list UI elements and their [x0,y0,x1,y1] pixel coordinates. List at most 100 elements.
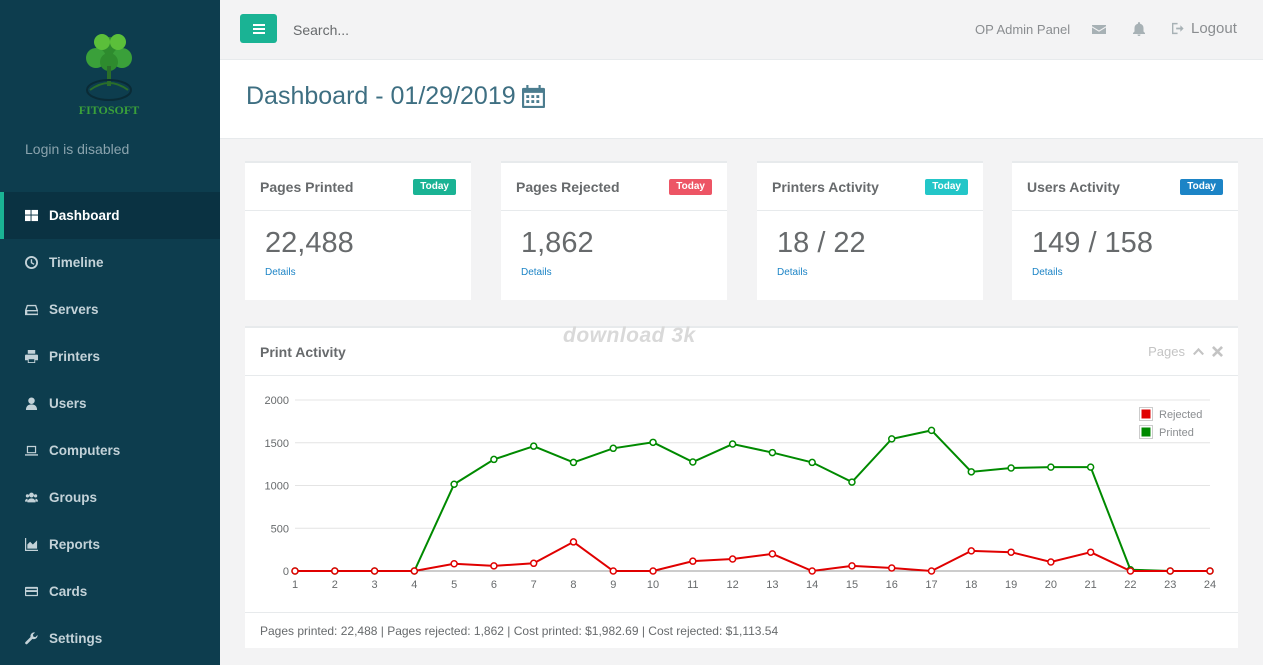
sidebar-item-settings[interactable]: Settings [0,615,220,662]
wrench-icon [25,632,45,645]
sidebar-item-timeline[interactable]: Timeline [0,239,220,286]
details-link[interactable]: Details [1032,267,1063,278]
sidebar-item-label: Servers [49,302,99,317]
panel-name: OP Admin Panel [975,22,1071,37]
stat-title: Pages Rejected [516,179,620,195]
data-point-printed [927,426,936,435]
fitosoft-logo: FITOSOFT [79,34,139,117]
x-tick-label: 24 [1204,579,1216,591]
x-tick-label: 8 [570,579,576,591]
user-icon [25,397,45,410]
dashboard-icon [25,209,45,222]
printer-icon [25,350,45,363]
data-point-rejected [490,562,498,570]
data-point-rejected [1047,558,1055,566]
sidebar-item-cards[interactable]: Cards [0,568,220,615]
data-point-rejected [728,555,737,563]
legend-label: Printed [1159,427,1194,439]
data-point-rejected [331,567,339,575]
calendar-icon[interactable] [521,85,545,108]
page-title: Dashboard - 01/29/2019 [246,82,545,111]
area-chart-icon [25,538,45,551]
data-point-printed [649,438,657,447]
menu-toggle-button[interactable] [240,14,277,43]
data-point-rejected [410,567,419,575]
today-badge: Today [1180,179,1223,195]
divider [245,612,1238,613]
data-point-rejected [768,550,777,558]
data-point-printed [529,442,538,450]
server-icon [25,303,45,316]
stat-title: Users Activity [1027,179,1120,195]
x-tick-label: 12 [726,579,738,591]
sidebar-item-label: Reports [49,537,101,552]
divider [245,210,471,211]
data-point-rejected [927,567,936,575]
y-tick-label: 1000 [265,481,289,493]
laptop-icon [25,444,45,457]
x-tick-label: 23 [1164,579,1176,591]
data-point-printed [768,448,777,457]
data-point-printed [1007,464,1015,472]
sidebar-item-computers[interactable]: Computers [0,427,220,474]
stat-value: 22,488 [265,227,354,259]
details-link[interactable]: Details [521,267,552,278]
hamburger-icon [252,23,265,34]
data-point-rejected [609,567,618,575]
sidebar-item-printers[interactable]: Printers [0,333,220,380]
logout-button[interactable]: Logout [1172,20,1237,37]
details-link[interactable]: Details [265,267,296,278]
data-point-rejected [291,567,299,575]
stat-pages-rejected: Pages Rejected Today 1,862 Details [501,161,727,300]
data-point-printed [689,458,697,466]
sidebar-item-groups[interactable]: Groups [0,474,220,521]
data-point-printed [490,455,498,464]
data-point-rejected [569,538,578,546]
bell-icon[interactable] [1132,22,1146,36]
x-tick-label: 18 [965,579,977,591]
logout-label: Logout [1191,20,1237,37]
data-point-rejected [370,567,379,575]
divider [245,375,1238,376]
pages-label: Pages [1148,344,1185,359]
sidebar-item-label: Computers [49,443,121,458]
x-tick-label: 7 [531,579,537,591]
sidebar-item-servers[interactable]: Servers [0,286,220,333]
stat-pages-printed: Pages Printed Today 22,488 Details [245,161,471,300]
data-point-printed [1086,463,1095,471]
y-tick-label: 1500 [265,438,289,450]
x-tick-label: 3 [372,579,378,591]
x-tick-label: 10 [647,579,659,591]
y-tick-label: 2000 [265,395,289,407]
x-tick-label: 6 [491,579,497,591]
stat-title: Printers Activity [772,179,879,195]
stat-printers-activity: Printers Activity Today 18 / 22 Details [757,161,983,300]
sidebar-item-dashboard[interactable]: Dashboard [0,192,220,239]
page-heading: Dashboard - 01/29/2019 [220,60,1263,139]
data-point-printed [569,458,578,467]
close-icon[interactable] [1212,346,1223,357]
stat-value: 1,862 [521,227,594,259]
data-point-rejected [1007,548,1015,556]
envelope-icon[interactable] [1092,22,1106,36]
stat-users-activity: Users Activity Today 149 / 158 Details [1012,161,1238,300]
data-point-printed [808,458,816,467]
login-disabled-note: Login is disabled [25,141,130,157]
y-tick-label: 500 [271,523,289,535]
details-link[interactable]: Details [777,267,808,278]
data-point-rejected [848,562,856,570]
chevron-up-icon[interactable] [1193,346,1204,357]
sidebar-item-label: Dashboard [49,208,120,223]
x-tick-label: 16 [886,579,898,591]
x-tick-label: 9 [610,579,616,591]
data-point-rejected [887,564,896,572]
x-tick-label: 22 [1124,579,1136,591]
sidebar-item-reports[interactable]: Reports [0,521,220,568]
legend-swatch-border [1139,425,1153,439]
sidebar-item-users[interactable]: Users [0,380,220,427]
search-input[interactable] [286,18,586,42]
legend-swatch-rejected [1141,409,1151,419]
today-badge: Today [925,179,968,195]
data-point-printed [450,480,458,488]
